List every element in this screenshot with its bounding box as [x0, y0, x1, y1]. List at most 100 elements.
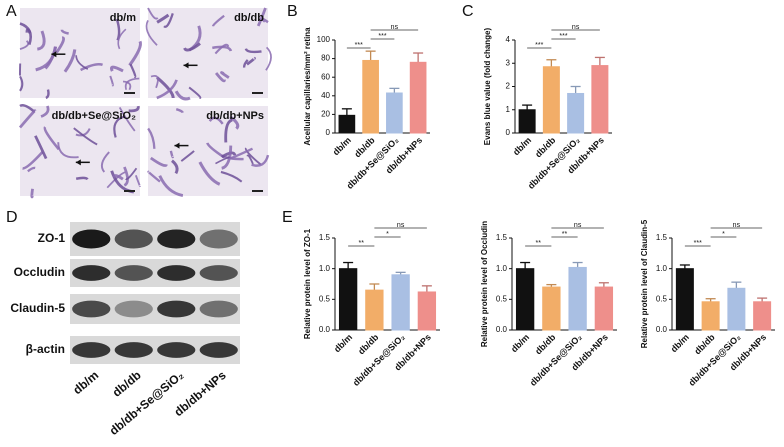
significance-label: ** [359, 240, 365, 247]
vessel [34, 135, 48, 160]
arrow-head [174, 142, 180, 149]
blot-band [157, 342, 196, 358]
vessel [265, 46, 272, 71]
vessel [175, 108, 184, 114]
significance-label: ns [397, 222, 405, 229]
x-tick-label: db/m [331, 135, 353, 157]
x-tick-label: db/m [509, 332, 531, 354]
y-axis-label: Evans blue value (fold change) [483, 27, 492, 145]
vessel [211, 14, 225, 27]
y-tick-label: 0.5 [656, 294, 668, 303]
y-axis-label: Relative protein level of ZO-1 [303, 228, 312, 339]
blot-column-label: db/db+Se@SiO₂ [107, 368, 187, 438]
y-tick-label: 0.0 [319, 325, 331, 334]
y-tick-label: 1.5 [496, 233, 508, 242]
vessel [150, 75, 159, 89]
significance-label: ns [572, 24, 580, 31]
blot-band [114, 342, 153, 358]
blot-column-label: db/m [70, 368, 101, 397]
vessel [19, 22, 32, 46]
y-tick-label: 60 [321, 72, 330, 81]
vessel [124, 77, 140, 90]
significance-label: ns [574, 222, 582, 229]
vessel [112, 174, 124, 181]
significance-label: *** [559, 33, 567, 40]
vessel [156, 13, 170, 24]
arrow-head [75, 159, 81, 166]
vessel [147, 7, 159, 20]
blot-row-label: ZO-1 [38, 231, 66, 245]
image-label: db/m [110, 12, 136, 24]
significance-label: * [722, 231, 725, 238]
vessel [215, 156, 230, 165]
vessel [221, 145, 233, 170]
vessel [55, 36, 65, 54]
vessels [18, 18, 142, 100]
bar [594, 286, 614, 331]
bar [518, 109, 536, 134]
significance-label: *** [355, 42, 363, 49]
bar [386, 92, 403, 134]
vessel [129, 63, 137, 79]
blot-band [72, 265, 111, 281]
vessel [214, 72, 226, 83]
y-axis-label: Relative protein level of Occludin [480, 221, 489, 347]
bar [365, 289, 384, 331]
vessel [256, 7, 267, 27]
y-tick-label: 3 [506, 58, 511, 67]
blot-band [199, 229, 238, 249]
vessel [80, 63, 103, 72]
micrograph [20, 106, 140, 196]
blot-band [157, 229, 196, 249]
vessel [73, 127, 98, 146]
vessel [100, 151, 110, 173]
vessel [63, 49, 77, 73]
blot-band [114, 300, 153, 318]
vessel [27, 166, 36, 173]
bar [338, 268, 358, 331]
bar [568, 266, 587, 331]
vessel [224, 118, 233, 143]
y-tick-label: 1.0 [656, 264, 668, 273]
vessel [128, 105, 140, 113]
blot-band [199, 342, 238, 358]
vessel [60, 29, 69, 35]
vessel [246, 154, 254, 165]
bar [542, 66, 560, 134]
vessel [75, 176, 89, 181]
blot-row-label: β-actin [26, 342, 65, 356]
bar [338, 114, 356, 134]
blot-band [199, 265, 238, 281]
vessel [208, 116, 224, 125]
x-tick-label: db/m [511, 135, 533, 157]
blot-band [199, 300, 238, 318]
blot-column-label: db/db [110, 368, 144, 400]
y-tick-label: 1.0 [496, 264, 508, 273]
vessel [214, 43, 230, 55]
vessels [145, 7, 272, 101]
image-label: db/db+Se@SiO₂ [52, 110, 136, 122]
vessel [163, 13, 174, 28]
bar [417, 291, 437, 331]
bar [409, 61, 427, 134]
vessel [244, 48, 262, 54]
vessel [147, 170, 161, 183]
blot-band [114, 265, 153, 281]
vessel [45, 89, 50, 100]
panel-label: D [6, 209, 18, 226]
significance-label: *** [378, 33, 386, 40]
blot-band [72, 229, 111, 249]
significance-label: ns [391, 24, 399, 31]
vessel [134, 175, 141, 187]
bar [362, 59, 379, 134]
vessel [244, 147, 262, 166]
y-tick-label: 1 [506, 105, 511, 114]
bar [753, 301, 772, 331]
vessel [110, 65, 124, 73]
vessel [174, 90, 191, 101]
significance-label: *** [694, 240, 702, 247]
vessel [171, 159, 179, 175]
vessel [30, 188, 34, 199]
vessel [19, 40, 30, 50]
